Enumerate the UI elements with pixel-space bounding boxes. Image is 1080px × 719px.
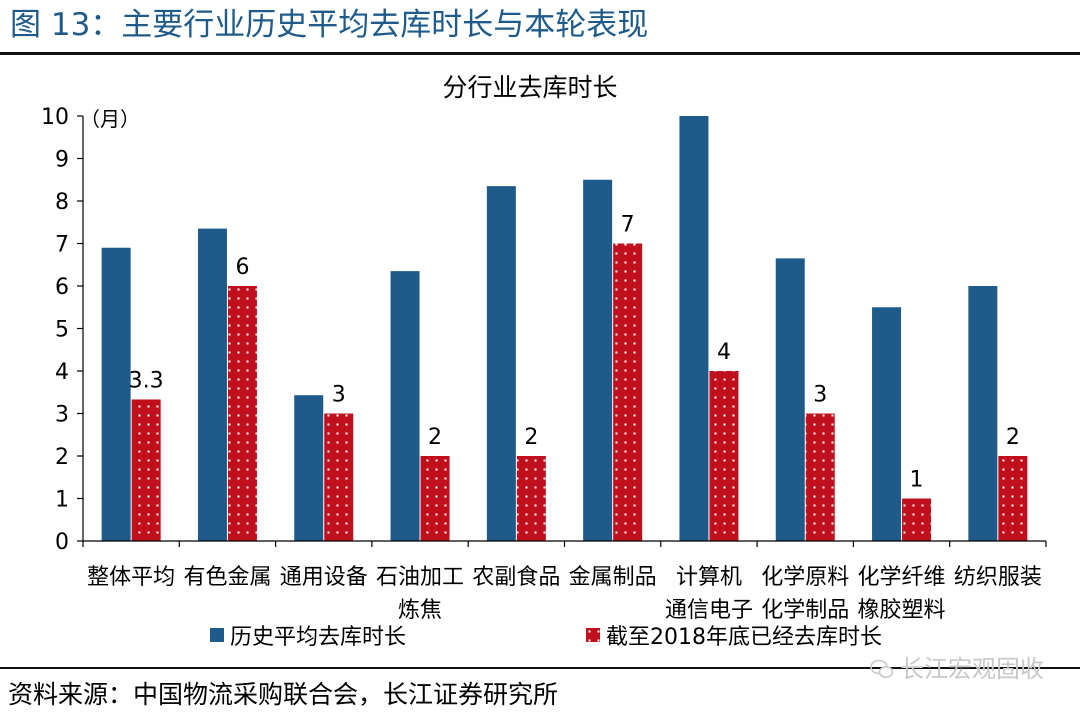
bar-2018-destock [131,399,161,541]
bar-historical-avg [486,186,516,541]
x-tick-label: 整体平均 [87,565,175,590]
legend: 历史平均去库时长 截至2018年底已经去库时长 [210,625,882,650]
bar-historical-avg [775,258,805,541]
x-tick-label: 橡胶塑料 [858,598,946,623]
top-divider [0,52,1080,55]
legend-label-2018: 截至2018年底已经去库时长 [606,625,882,650]
bar-historical-avg [294,395,324,541]
x-tick-label: 有色金属 [183,565,271,590]
x-tick-label: 纺织服装 [954,565,1042,590]
watermark-text: 长江宏观固收 [900,655,1044,683]
bar-historical-avg [583,179,613,541]
x-tick-label: 化学纤维 [858,565,946,590]
chart-title: 分行业去库时长 [442,73,617,102]
y-tick-label: 5 [55,318,69,343]
bar-2018-destock [613,243,643,541]
y-tick-label: 0 [55,530,69,555]
x-tick-label: 农副食品 [472,565,560,590]
bar-chart: 分行业去库时长 （月） 0 1 2 3 4 5 6 7 8 9 10 3.3 6 3 2 2 7 4 3 1 2 整体… [41,73,1047,650]
bar-historical-avg [101,247,131,541]
bar-historical-avg [390,271,420,541]
y-tick-label: 9 [55,148,69,173]
source-note: 资料来源：中国物流采购联合会，长江证券研究所 [8,680,559,709]
x-tick-label: 化学原料 [761,565,849,590]
data-label: 3 [332,383,346,408]
y-tick-label: 2 [55,445,69,470]
watermark: 长江宏观固收 [870,652,1044,686]
y-axis-unit-label: （月） [80,107,140,131]
data-label: 3 [813,383,827,408]
x-tick-label: 炼焦 [398,598,442,623]
y-axis: 0 1 2 3 4 5 6 7 8 9 10 [41,105,84,555]
bar-2018-destock [420,456,450,541]
y-tick-label: 4 [55,360,69,385]
bar-2018-destock [805,413,835,541]
x-tick-label: 计算机 [676,565,742,590]
wechat-icon [870,659,894,678]
y-tick-label: 7 [55,233,69,258]
data-label: 3.3 [129,368,164,393]
data-label: 1 [910,468,924,493]
x-tick-label: 金属制品 [569,565,657,590]
bars [101,116,1028,541]
data-label: 4 [717,340,731,365]
bar-2018-destock [998,456,1028,541]
legend-swatch-2018 [586,628,600,642]
y-tick-label: 10 [41,105,69,130]
y-tick-label: 3 [55,403,69,428]
legend-swatch-historical [210,628,224,642]
bar-2018-destock [324,413,354,541]
bar-2018-destock [902,498,932,541]
data-label: 2 [524,425,538,450]
x-tick-label: 石油加工 [376,565,464,590]
data-label: 7 [621,213,635,238]
data-label: 2 [1006,425,1020,450]
bar-historical-avg [197,228,227,541]
bar-historical-avg [968,286,998,541]
bar-historical-avg [679,116,709,541]
x-tick-label: 通用设备 [280,565,368,590]
x-tick-label: 化学制品 [761,598,849,623]
figure-title: 图 13：主要行业历史平均去库时长与本轮表现 [10,7,649,43]
x-tick-label: 通信电子 [665,598,753,623]
legend-label-historical: 历史平均去库时长 [230,625,406,650]
data-label: 6 [235,255,249,280]
data-labels: 3.3 6 3 2 2 7 4 3 1 2 [129,213,1020,493]
bar-2018-destock [227,286,257,541]
bottom-divider [0,667,1080,669]
y-tick-label: 8 [55,190,69,215]
bar-2018-destock [709,371,739,541]
bar-2018-destock [516,456,546,541]
y-tick-label: 6 [55,275,69,300]
bar-historical-avg [872,307,902,541]
y-tick-label: 1 [55,488,69,513]
data-label: 2 [428,425,442,450]
